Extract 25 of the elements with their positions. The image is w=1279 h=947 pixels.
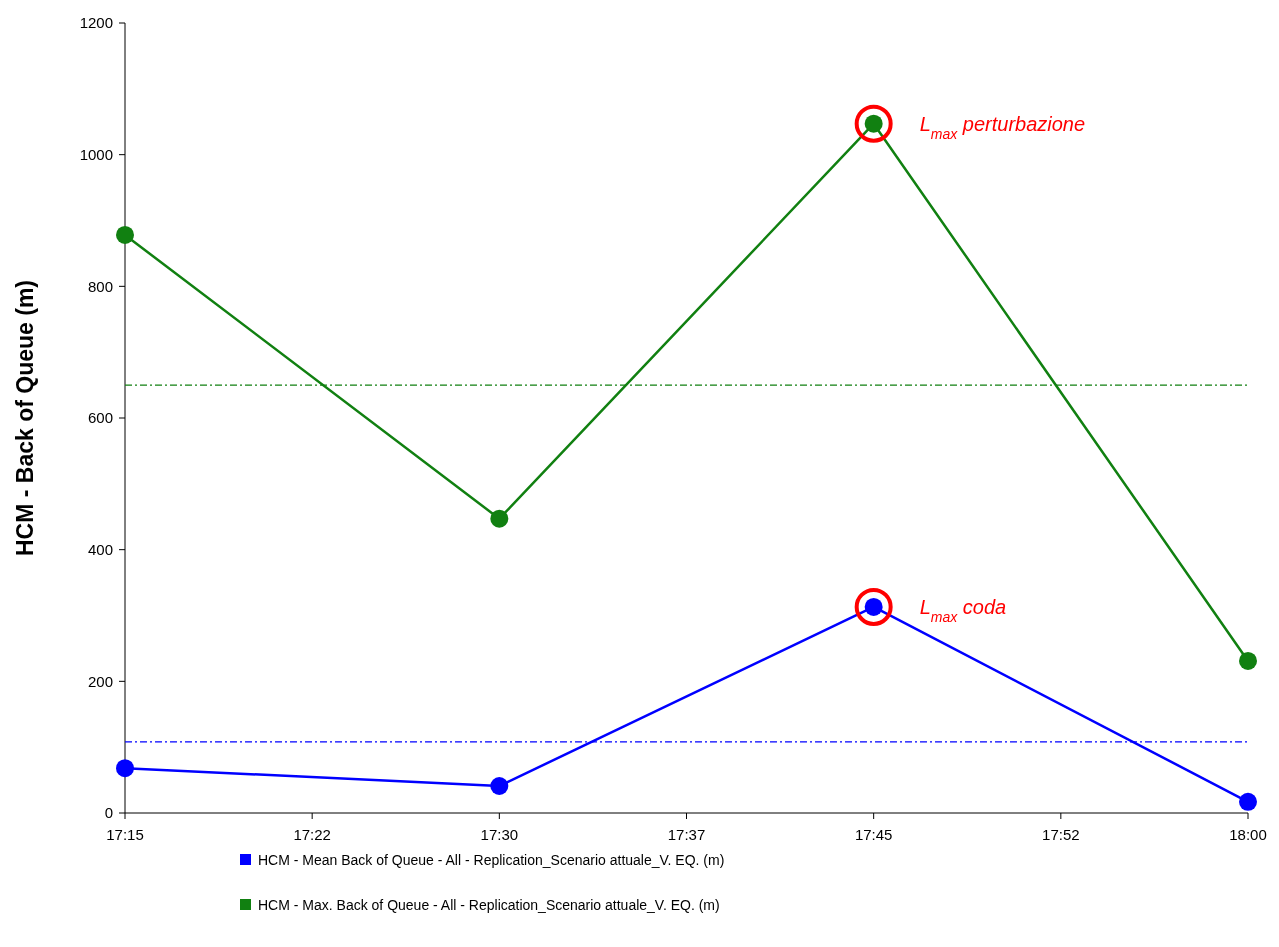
x-tick-label: 17:45 — [854, 826, 893, 843]
point — [116, 759, 134, 778]
y-tick-label: 400 — [87, 540, 113, 558]
x-tick-label: 17:52 — [1042, 826, 1080, 843]
point — [490, 509, 509, 528]
y-tick-label: 1000 — [79, 145, 113, 163]
annotation: L$_{max}$ coda — [919, 595, 1007, 625]
y-axis-title: HCM - Back of Queue (m) — [12, 279, 38, 557]
y-tick-label: 0 — [104, 804, 113, 822]
y-tick-label: 800 — [87, 277, 113, 295]
x-tick-label: 17:15 — [106, 826, 144, 843]
x-tick-label: 17:30 — [480, 826, 519, 843]
x-tick-label: 17:22 — [293, 826, 331, 843]
x-tick-label: 17:37 — [667, 826, 706, 843]
point — [1239, 651, 1257, 670]
y-tick-label: 600 — [87, 409, 113, 427]
point — [116, 225, 134, 244]
annotation: L$_{max}$ perturbazione — [919, 112, 1086, 142]
y-tick-label: 1200 — [79, 14, 113, 32]
point — [490, 777, 509, 796]
x-tick-label: 18:00 — [1229, 826, 1267, 843]
legend-label: HCM - Max. Back of Queue - All - Replication_Scenario attuale_V. EQ. (m) — [258, 896, 720, 913]
legend-label: HCM - Mean Back of Queue - All - Replication_Scenario attuale_V. EQ. (m) — [258, 851, 725, 868]
point — [1239, 792, 1257, 811]
y-tick-label: 200 — [87, 672, 113, 690]
